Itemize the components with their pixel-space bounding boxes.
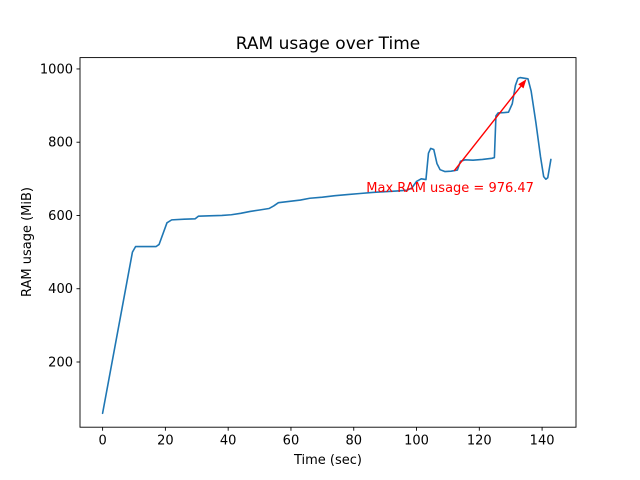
x-tick-label: 20 <box>157 434 174 449</box>
annotation-arrow-line <box>453 85 522 172</box>
y-tick-label: 200 <box>48 355 73 370</box>
x-tick-label: 60 <box>283 434 300 449</box>
x-tick-label: 100 <box>404 434 429 449</box>
y-tick-label: 1000 <box>40 62 73 77</box>
x-tick-label: 40 <box>220 434 237 449</box>
y-tick-label: 600 <box>48 209 73 224</box>
x-tick-label: 80 <box>345 434 362 449</box>
y-axis-label: RAM usage (MiB) <box>20 187 35 297</box>
x-tick-label: 120 <box>467 434 492 449</box>
x-axis-label: Time (sec) <box>293 453 362 468</box>
plot-area <box>79 57 577 428</box>
x-tick-label: 0 <box>98 434 106 449</box>
max-ram-annotation: Max RAM usage = 976.47 <box>366 181 534 196</box>
y-tick-label: 400 <box>48 282 73 297</box>
y-tick-label: 800 <box>48 136 73 151</box>
chart-title: RAM usage over Time <box>235 34 421 54</box>
x-tick-label: 140 <box>530 434 555 449</box>
annotation-arrowhead <box>518 79 527 89</box>
